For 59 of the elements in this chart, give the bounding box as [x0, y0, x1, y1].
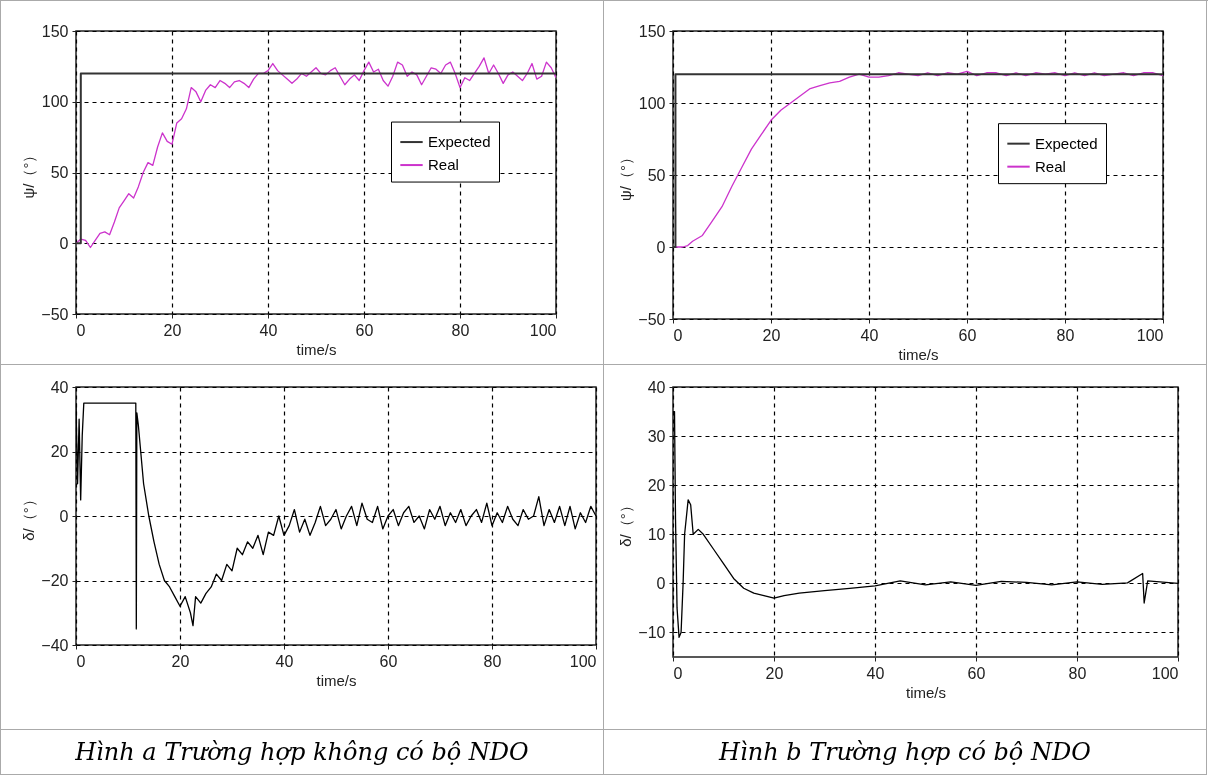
text: Hình b Trường hợp có bộ NDO	[604, 730, 1207, 775]
y-tick-label: 0	[59, 234, 69, 252]
y-tick-label: 100	[41, 93, 69, 111]
legend-label: Real	[1035, 157, 1066, 175]
x-tick-label: 0	[673, 664, 683, 682]
x-tick-label: 100	[569, 652, 597, 670]
x-tick-label: 80	[451, 321, 470, 339]
y-tick-label: −50	[41, 305, 69, 323]
y-tick-label: 100	[638, 94, 666, 112]
legend-label: Expected	[1035, 134, 1098, 152]
y-tick-label: 30	[647, 427, 666, 445]
x-axis-title: time/s	[898, 345, 939, 363]
y-tick-label: 150	[41, 22, 69, 40]
y-tick-label: 20	[647, 476, 666, 494]
x-tick-label: 20	[163, 321, 182, 339]
x-tick-label: 20	[171, 652, 190, 670]
x-tick-label: 60	[355, 321, 374, 339]
x-tick-label: 100	[1136, 326, 1164, 344]
x-axis-title: time/s	[316, 671, 357, 689]
x-tick-label: 100	[1151, 664, 1179, 682]
legend-label: Expected	[428, 133, 491, 151]
y-tick-label: −50	[638, 310, 666, 328]
text: Hình a Trường hợp không có bộ NDO	[1, 730, 604, 775]
y-tick-label: 0	[59, 507, 69, 525]
x-tick-label: 0	[76, 652, 86, 670]
x-tick-label: 0	[76, 321, 86, 339]
y-tick-label: 150	[638, 22, 666, 40]
x-tick-label: 80	[1068, 664, 1087, 682]
x-axis-title: time/s	[296, 340, 337, 358]
y-tick-label: 50	[50, 164, 69, 181]
y-axis-title: δ/（°）	[20, 492, 38, 541]
legend-label: Real	[428, 156, 459, 174]
x-tick-label: 40	[860, 326, 879, 344]
x-tick-label: 60	[379, 652, 398, 670]
x-tick-label: 40	[259, 321, 278, 339]
y-tick-label: 50	[647, 166, 666, 184]
x-tick-label: 60	[958, 326, 977, 344]
x-tick-label: 100	[529, 321, 557, 339]
x-tick-label: 20	[765, 664, 784, 682]
y-tick-label: −40	[41, 636, 69, 654]
x-tick-label: 60	[967, 664, 986, 682]
y-tick-label: −20	[41, 572, 69, 589]
x-tick-label: 40	[866, 664, 885, 682]
y-tick-label: 20	[50, 443, 69, 460]
x-tick-label: 0	[673, 326, 683, 344]
x-tick-label: 40	[275, 652, 294, 670]
y-tick-label: 40	[50, 378, 69, 396]
x-tick-label: 80	[1056, 326, 1075, 344]
x-tick-label: 20	[762, 326, 781, 344]
y-axis-title: ψ/（°）	[617, 150, 635, 201]
y-axis-title: ψ/（°）	[20, 147, 38, 199]
y-axis-title: δ/（°）	[617, 498, 635, 547]
y-tick-label: 0	[656, 238, 666, 256]
x-tick-label: 80	[483, 652, 502, 670]
x-axis-title: time/s	[905, 683, 947, 701]
y-tick-label: 40	[647, 378, 666, 396]
y-tick-label: −10	[638, 623, 666, 641]
y-tick-label: 0	[656, 574, 666, 592]
y-tick-label: 10	[647, 525, 666, 543]
